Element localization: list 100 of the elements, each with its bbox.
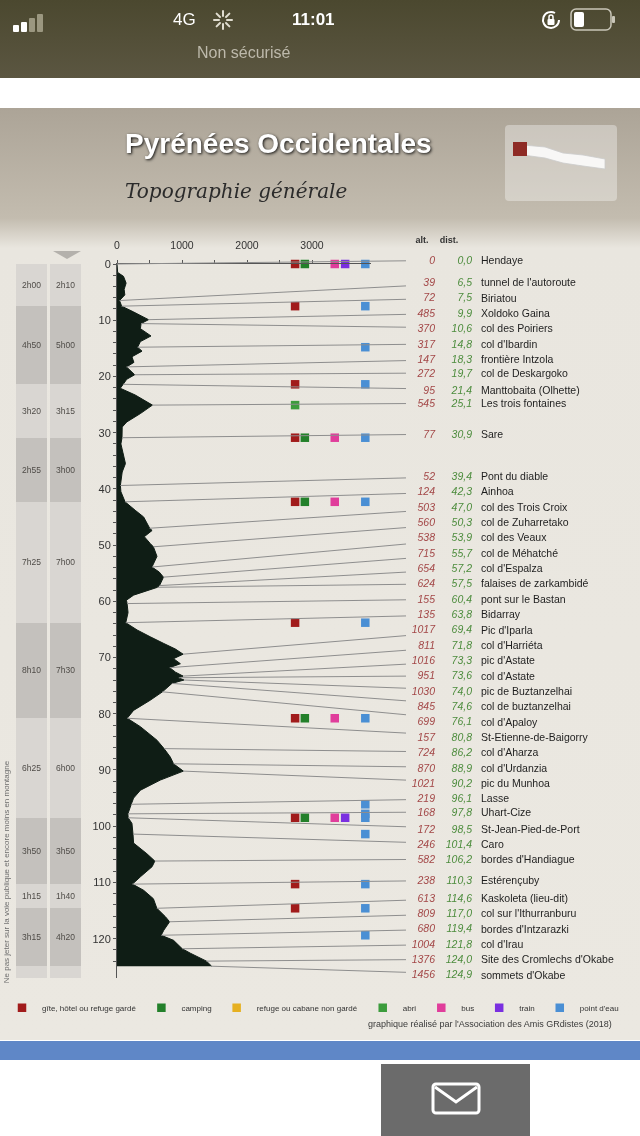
text: 724 — [417, 745, 435, 758]
bar — [15, 908, 47, 967]
text: 1021 — [411, 776, 435, 789]
annotation: bordes d'Intzarazki — [481, 923, 569, 935]
text: 0,0 — [457, 253, 472, 266]
text: 86,2 — [451, 745, 472, 758]
annotation: col de Zuharretako — [481, 516, 569, 528]
annotation: col d'Urdanzia — [481, 762, 548, 774]
annotation: pic de Buztanzelhai — [481, 685, 573, 697]
text: 157 — [417, 730, 435, 743]
annotation: pic d'Astate — [481, 654, 536, 666]
text: 545 — [417, 396, 435, 409]
annotation: col de Deskargoko — [481, 367, 569, 379]
text: 63,8 — [451, 607, 472, 620]
annotation: col d'Aharza — [481, 746, 539, 758]
annotation: St-Etienne-de-Baigorry — [481, 731, 589, 743]
text: 73,3 — [451, 653, 472, 666]
text: 560 — [417, 515, 435, 528]
text: 121,8 — [445, 937, 472, 950]
text: 69,4 — [451, 623, 472, 636]
annotation: col des Trois Croix — [481, 501, 569, 513]
text: 88,9 — [451, 761, 472, 774]
y-tick-label: 20 — [98, 370, 111, 383]
text: 76,1 — [451, 715, 472, 728]
legend-label: point d'eau — [579, 1003, 619, 1013]
text: alt. — [415, 234, 429, 245]
annotation: col de buztanzelhai — [481, 700, 571, 712]
y-tick-label: 60 — [98, 595, 111, 608]
text: 1016 — [411, 653, 435, 666]
annotation: 4h50 — [22, 340, 42, 350]
text: 1017 — [411, 623, 435, 636]
text: 53,9 — [451, 531, 472, 543]
annotation: 8h10 — [22, 665, 42, 675]
text: 624 — [417, 577, 435, 590]
x-tick-label: 2000 — [235, 238, 259, 251]
annotation: pont sur le Bastan — [481, 593, 566, 605]
bar — [50, 718, 82, 818]
text: 52 — [423, 469, 435, 482]
bar — [15, 264, 47, 307]
annotation: Kaskoleta (lieu-dit) — [481, 892, 568, 904]
text: 0 — [429, 253, 435, 266]
annotation: col d'Ibardin — [481, 338, 538, 350]
annotation: Ainhoa — [481, 485, 514, 497]
y-tick-label: 70 — [98, 651, 111, 664]
text: 317 — [417, 337, 435, 350]
annotation: bordes d'Handiague — [481, 853, 575, 865]
annotation: Pont du diable — [481, 470, 549, 482]
y-tick-label: 0 — [104, 257, 111, 270]
annotation: St-Jean-Pied-de-Port — [481, 823, 580, 835]
annotation: Lasse — [481, 792, 510, 804]
legend-label: camping — [181, 1003, 212, 1013]
annotation: col sur l'Ithurranburu — [481, 907, 577, 919]
text: 1456 — [411, 968, 435, 981]
text: 1030 — [411, 684, 435, 697]
text: 951 — [417, 669, 435, 682]
text: 9,9 — [457, 306, 472, 319]
text: 246 — [417, 838, 435, 850]
text: 95 — [423, 383, 435, 396]
annotation: 3h50 — [22, 846, 42, 856]
text: graphique réalisé par l'Association des Amis GRdistes (2018) — [368, 1019, 612, 1029]
y-tick-label: 90 — [98, 763, 111, 776]
bar — [50, 384, 82, 438]
annotation: 6h25 — [22, 763, 42, 773]
text: 135 — [417, 607, 435, 620]
text: 147 — [417, 352, 435, 365]
text: 110,3 — [446, 873, 472, 886]
annotation: col d'Irau — [481, 938, 524, 950]
text: 21,4 — [451, 383, 472, 396]
annotation: Caro — [481, 838, 504, 850]
annotation: col de Méhatché — [481, 547, 559, 559]
annotation: 3h15 — [56, 406, 76, 416]
annotation: col d'Apaloy — [481, 716, 539, 728]
annotation: 2h10 — [56, 280, 76, 290]
text: 106,2 — [445, 852, 472, 865]
text: 538 — [417, 531, 435, 543]
annotation: 7h25 — [22, 557, 42, 567]
text: 117,0 — [446, 906, 472, 919]
annotation: Xoldoko Gaina — [481, 307, 551, 319]
text: Non sécurisé — [197, 44, 291, 61]
text: 124,9 — [445, 968, 472, 981]
text: 80,8 — [451, 730, 472, 743]
text: 101,4 — [445, 838, 472, 850]
text: 680 — [417, 922, 435, 935]
annotation: Manttobaita (Olhette) — [481, 384, 580, 396]
text: 39,4 — [451, 469, 472, 482]
text: 77 — [423, 427, 435, 440]
chart-title: Pyrénées Occidentales — [125, 127, 432, 159]
y-tick-label: 30 — [98, 426, 111, 439]
annotation: 6h00 — [56, 763, 76, 773]
annotation: Site des Cromlechs d'Okabe — [481, 953, 614, 965]
text: 11:01 — [292, 10, 335, 29]
annotation: 2h55 — [22, 465, 42, 475]
bar — [50, 437, 82, 502]
text: 1004 — [411, 937, 435, 950]
annotation: 3h00 — [56, 465, 76, 475]
y-tick-label: 40 — [98, 482, 111, 495]
text: 114,6 — [446, 891, 472, 904]
bar — [15, 817, 47, 885]
text: 74,6 — [451, 699, 472, 712]
annotation: pic du Munhoa — [481, 777, 551, 789]
